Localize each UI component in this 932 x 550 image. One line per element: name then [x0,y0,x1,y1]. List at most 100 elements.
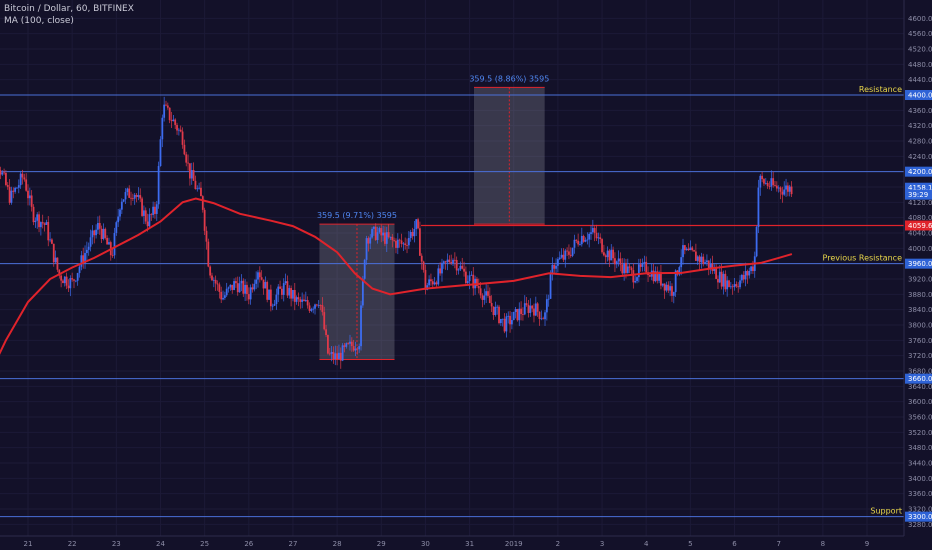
candle-up [586,239,589,241]
candle-down [306,300,309,306]
candle-up [360,305,362,347]
candle-down [258,272,261,278]
candle-up [415,219,418,229]
candle-up [459,265,462,270]
candle-down [216,283,219,285]
price-tick-label: 4360.0 [908,107,932,115]
candle-up [729,286,732,288]
candle-up [446,259,449,263]
candle-down [602,252,605,256]
time-tick-label: 22 [68,540,77,548]
candle-up [678,267,681,275]
candle-down [179,129,182,132]
candle-up [240,280,243,284]
candle-up [268,289,270,300]
candle-up [485,291,488,296]
candle-down [41,222,44,224]
candle-down [786,185,789,192]
candle-down [207,241,210,267]
price-tick-label: 4240.0 [908,153,932,161]
candle-up [85,249,88,254]
candle-up [10,190,13,203]
candle-down [214,279,217,284]
candle-up [680,257,683,268]
candle-up [284,281,287,284]
candle-down [380,228,383,236]
candle-up [510,320,513,325]
time-axis[interactable]: 21 22 23 24 25 26 27 28 29 30 31 2019 2 3 4 5 6 7 8 9 [0,535,932,550]
candle-down [343,345,346,347]
level-label: Resistance [859,85,902,94]
candle-up [549,274,552,299]
candle-up [560,254,563,258]
candle-down [448,259,451,263]
level-tag: 3960.0 [908,260,932,268]
horizontal-levels[interactable]: Resistance Previous Resistance Support [0,85,904,518]
candle-up [36,214,39,221]
candle-down [174,119,177,125]
candle-up [163,104,166,118]
candle-down [516,309,519,321]
candle-down [660,272,662,286]
candle-up [102,228,105,240]
candle-up [590,232,592,234]
candle-up [229,284,232,288]
candle-down [431,281,434,285]
candle-down [327,335,329,354]
candle-down [687,248,690,251]
candle-up [580,235,583,245]
candle-down [185,154,188,163]
candle-up [523,303,526,315]
candle-up [682,245,684,258]
price-tick-label: 3280.0 [908,521,932,529]
candle-down [183,144,186,155]
price-tick-label: 4440.0 [908,76,932,84]
candle-up [225,288,228,296]
candle-up [349,341,351,344]
candle-down [632,270,635,283]
candle-up [1,172,4,175]
candle-up [314,304,316,309]
candle-up [722,273,725,287]
candle-down [71,278,74,280]
candle-up [696,256,699,261]
candle-down [387,232,390,238]
candle-down [419,228,421,256]
candle-down [218,284,221,292]
candle-up [470,274,473,276]
candle-up [706,260,708,263]
time-tick-label: 6 [732,540,737,548]
candle-up [654,271,657,282]
candle-up [626,266,629,273]
candle-up [122,199,125,202]
candle-up [689,247,692,251]
time-tick-label: 28 [333,540,342,548]
candle-down [328,353,331,355]
candle-up [783,189,786,195]
candle-down [761,175,764,180]
candle-up [157,166,160,205]
candle-down [0,170,2,175]
candle-down [766,182,769,187]
price-tick-label: 3720.0 [908,352,932,360]
candle-down [562,254,565,260]
level-label: Support [870,507,902,516]
candle-up [155,204,158,214]
candle-down [693,250,695,252]
price-tick-label: 3800.0 [908,322,932,330]
candle-up [556,259,559,266]
candle-up [87,246,90,250]
candle-up [700,256,703,263]
level-tag-bg [905,90,932,100]
candle-down [3,172,5,174]
candle-down [293,289,296,302]
candle-down [246,284,248,295]
candle-down [30,195,33,207]
price-tag: 4059.6 [908,222,932,230]
candle-up [636,277,638,282]
candle-down [98,222,101,229]
candle-up [172,119,175,122]
candle-down [176,124,178,131]
candle-up [507,315,510,317]
